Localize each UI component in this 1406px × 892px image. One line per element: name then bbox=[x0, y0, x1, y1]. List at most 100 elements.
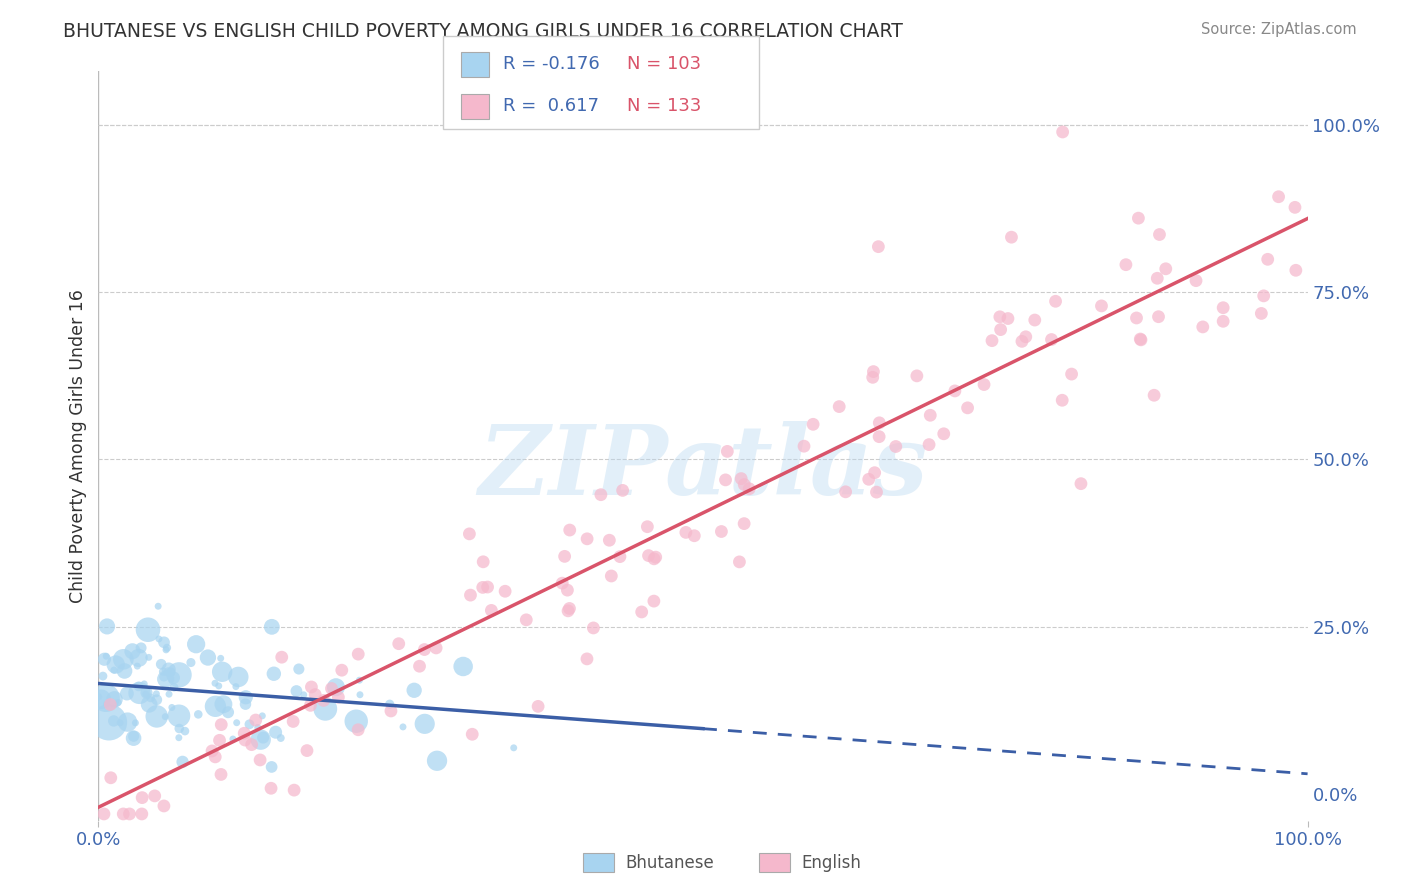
Point bbox=[956, 401, 979, 415]
Point bbox=[600, 569, 623, 583]
Point bbox=[139, 690, 162, 705]
Point bbox=[145, 693, 167, 707]
Text: R =  0.617: R = 0.617 bbox=[503, 97, 599, 115]
Point bbox=[283, 783, 305, 797]
Point bbox=[347, 723, 370, 737]
Point bbox=[225, 715, 247, 730]
Point bbox=[1125, 310, 1147, 325]
Point bbox=[264, 725, 287, 739]
Point bbox=[91, 669, 114, 683]
Point bbox=[1147, 310, 1170, 324]
Point bbox=[114, 664, 136, 678]
Point bbox=[502, 740, 524, 755]
Point bbox=[121, 644, 143, 658]
Point bbox=[609, 549, 631, 564]
Point bbox=[163, 680, 186, 694]
Point bbox=[150, 657, 173, 672]
Point bbox=[643, 552, 665, 566]
Point bbox=[413, 642, 436, 657]
Point bbox=[675, 525, 697, 540]
Point bbox=[728, 555, 751, 569]
Point bbox=[153, 670, 176, 684]
Point bbox=[156, 665, 179, 679]
Point bbox=[122, 729, 145, 743]
Point bbox=[388, 637, 411, 651]
Text: ZIPatlas: ZIPatlas bbox=[478, 422, 928, 516]
Point bbox=[100, 771, 122, 785]
Point bbox=[90, 692, 112, 706]
Point bbox=[515, 613, 537, 627]
Point bbox=[589, 488, 612, 502]
Point bbox=[988, 310, 1011, 324]
Point bbox=[1011, 334, 1033, 349]
Point bbox=[270, 650, 292, 665]
Point bbox=[801, 417, 824, 432]
Point bbox=[321, 681, 343, 696]
Text: BHUTANESE VS ENGLISH CHILD POVERTY AMONG GIRLS UNDER 16 CORRELATION CHART: BHUTANESE VS ENGLISH CHILD POVERTY AMONG… bbox=[63, 22, 903, 41]
Point bbox=[136, 623, 159, 637]
Point bbox=[96, 619, 118, 633]
Point bbox=[1149, 227, 1171, 242]
Point bbox=[249, 732, 271, 747]
Point bbox=[159, 665, 181, 679]
Point bbox=[461, 727, 484, 741]
Point bbox=[557, 604, 579, 618]
Point bbox=[932, 426, 955, 441]
Point bbox=[460, 588, 482, 602]
Text: English: English bbox=[801, 854, 862, 871]
Point bbox=[187, 707, 209, 722]
Point bbox=[413, 716, 436, 731]
Point bbox=[1050, 393, 1073, 408]
Point bbox=[943, 384, 966, 398]
Point bbox=[1253, 289, 1275, 303]
Point bbox=[714, 473, 737, 487]
Point bbox=[558, 523, 581, 537]
Point bbox=[868, 240, 890, 254]
Point bbox=[304, 688, 326, 702]
Point bbox=[288, 662, 311, 676]
Point bbox=[630, 605, 652, 619]
Point bbox=[1115, 258, 1137, 272]
Point bbox=[868, 416, 890, 430]
Point bbox=[973, 377, 995, 392]
Point bbox=[582, 621, 605, 635]
Point bbox=[107, 696, 129, 710]
Point bbox=[425, 640, 447, 655]
Point bbox=[233, 726, 256, 740]
Point bbox=[557, 583, 579, 598]
Point bbox=[1191, 319, 1213, 334]
Point bbox=[1185, 274, 1208, 288]
Point bbox=[128, 679, 150, 693]
Point bbox=[862, 370, 884, 384]
Point bbox=[118, 807, 141, 821]
Point bbox=[240, 738, 263, 752]
Point bbox=[378, 697, 401, 711]
Point bbox=[1060, 367, 1083, 381]
Point bbox=[281, 714, 304, 729]
Point bbox=[270, 731, 292, 745]
Point bbox=[93, 652, 115, 666]
Point bbox=[94, 691, 117, 706]
Point bbox=[246, 720, 269, 734]
Point bbox=[252, 709, 274, 723]
Text: Source: ZipAtlas.com: Source: ZipAtlas.com bbox=[1201, 22, 1357, 37]
Point bbox=[135, 687, 157, 701]
Point bbox=[145, 687, 167, 701]
Point bbox=[558, 601, 581, 615]
Point bbox=[299, 680, 322, 694]
Point bbox=[135, 686, 157, 700]
Point bbox=[884, 440, 907, 454]
Point bbox=[793, 439, 815, 453]
Point bbox=[152, 665, 174, 679]
Point bbox=[217, 705, 239, 719]
Point bbox=[862, 365, 884, 379]
Point bbox=[868, 430, 890, 444]
Point bbox=[1000, 230, 1022, 244]
Point bbox=[129, 640, 152, 655]
Point bbox=[128, 651, 150, 665]
Point bbox=[312, 693, 335, 707]
Point bbox=[834, 484, 856, 499]
Point bbox=[554, 549, 576, 564]
Point bbox=[245, 713, 267, 727]
Point bbox=[235, 697, 257, 711]
